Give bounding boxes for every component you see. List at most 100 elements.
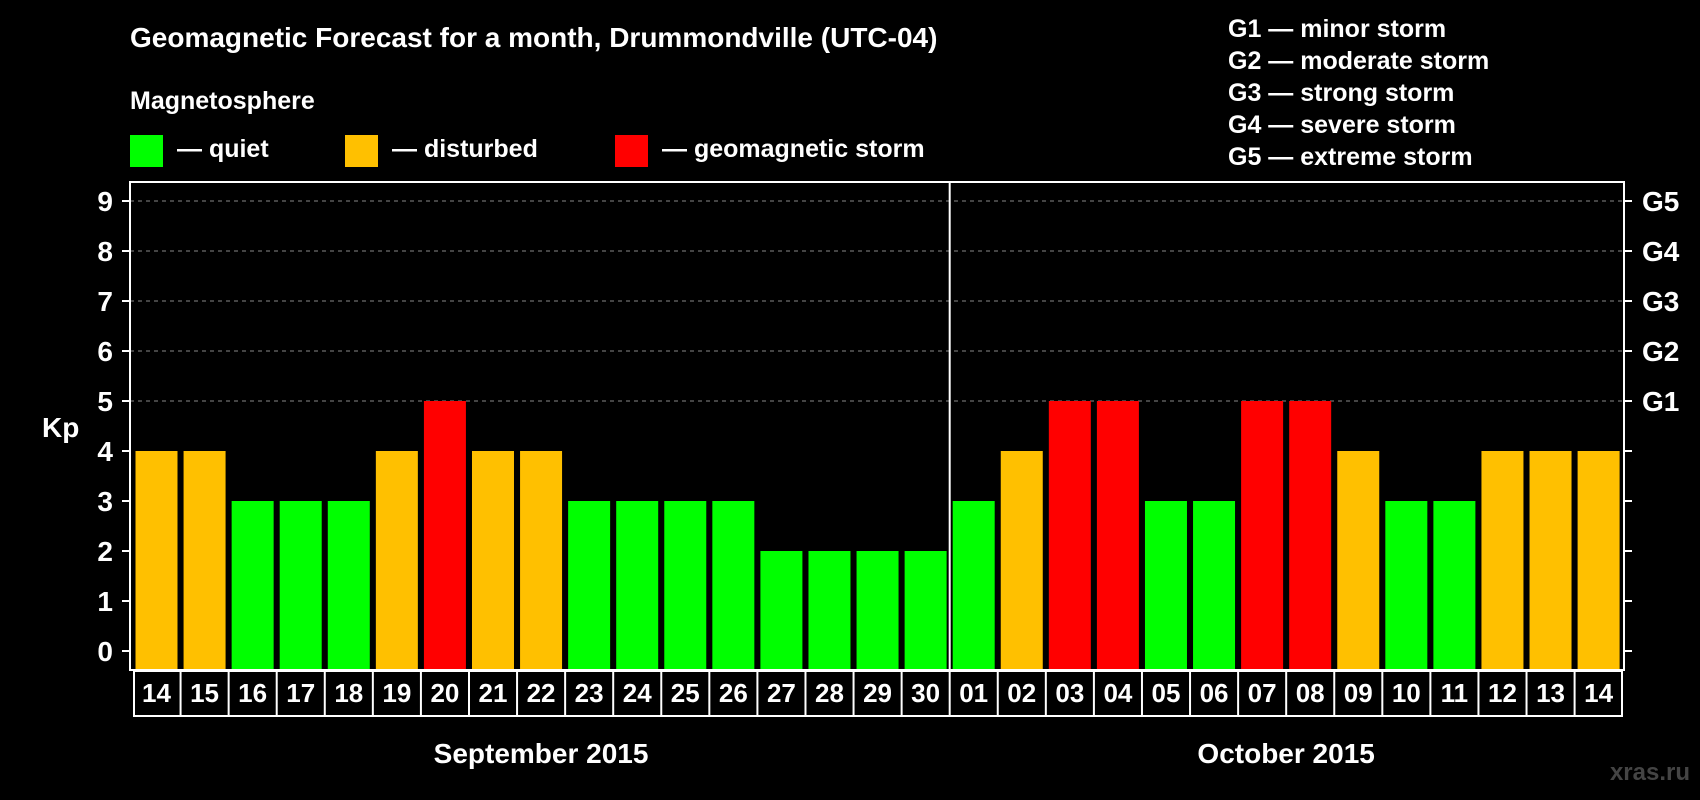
bar bbox=[1481, 451, 1524, 669]
storm-legend-item: G2 — moderate storm bbox=[1228, 47, 1489, 75]
x-tick-label: 22 bbox=[527, 678, 556, 708]
legend-label: — quiet bbox=[177, 135, 269, 163]
bar bbox=[1193, 501, 1236, 669]
x-tick-label: 26 bbox=[719, 678, 748, 708]
bars bbox=[135, 401, 1620, 669]
legend-label: — disturbed bbox=[392, 135, 538, 163]
x-tick-label: 04 bbox=[1103, 678, 1132, 708]
x-tick-label: 20 bbox=[430, 678, 459, 708]
bar bbox=[1000, 451, 1043, 669]
bar bbox=[760, 551, 803, 669]
bar bbox=[1144, 501, 1187, 669]
legend-label: — geomagnetic storm bbox=[662, 135, 925, 163]
x-tick-label: 29 bbox=[863, 678, 892, 708]
bar bbox=[327, 501, 370, 669]
x-tick-label: 25 bbox=[671, 678, 700, 708]
x-tick-label: 02 bbox=[1007, 678, 1036, 708]
bar bbox=[712, 501, 755, 669]
storm-level-label: G5 bbox=[1642, 186, 1679, 217]
y-tick-label: 0 bbox=[97, 636, 113, 667]
bar bbox=[423, 401, 466, 669]
storm-level-label: G2 bbox=[1642, 336, 1679, 367]
y-tick-label: 6 bbox=[97, 336, 113, 367]
chart-title: Geomagnetic Forecast for a month, Drummo… bbox=[130, 22, 937, 53]
legend-heading: Magnetosphere bbox=[130, 87, 315, 115]
x-axis-labels: 14 15 16 17 18 19 20 21 22 23 24 25 26 27 28 29 30 01 02 03… bbox=[133, 670, 1623, 769]
x-tick-label: 24 bbox=[623, 678, 652, 708]
bar bbox=[279, 501, 322, 669]
legend-swatch bbox=[345, 135, 378, 167]
storm-level-label: G3 bbox=[1642, 286, 1679, 317]
x-tick-label: 30 bbox=[911, 678, 940, 708]
legend: — quiet — disturbed — geomagnetic storm bbox=[130, 135, 925, 167]
storm-legend-item: G4 — severe storm bbox=[1228, 111, 1456, 139]
storm-legend-item: G5 — extreme storm bbox=[1228, 143, 1473, 171]
storm-legend-item: G1 — minor storm bbox=[1228, 15, 1446, 43]
bar bbox=[1577, 451, 1620, 669]
x-tick-label: 28 bbox=[815, 678, 844, 708]
bar bbox=[568, 501, 611, 669]
bar bbox=[1289, 401, 1332, 669]
y-axis-label: Kp bbox=[42, 412, 79, 443]
bar bbox=[952, 501, 995, 669]
x-tick-label: 03 bbox=[1055, 678, 1084, 708]
x-tick-label: 19 bbox=[382, 678, 411, 708]
x-tick-label: 12 bbox=[1488, 678, 1517, 708]
x-tick-label: 27 bbox=[767, 678, 796, 708]
x-tick-label: 05 bbox=[1152, 678, 1181, 708]
x-tick-label: 14 bbox=[142, 678, 171, 708]
month-label: October 2015 bbox=[1197, 738, 1374, 769]
bar bbox=[904, 551, 947, 669]
bar bbox=[471, 451, 514, 669]
x-tick-label: 11 bbox=[1441, 678, 1469, 708]
grid bbox=[130, 200, 1624, 402]
x-tick-label: 07 bbox=[1248, 678, 1277, 708]
y-tick-label: 3 bbox=[97, 486, 113, 517]
bar bbox=[1048, 401, 1091, 669]
x-tick-label: 13 bbox=[1536, 678, 1565, 708]
storm-level-label: G1 bbox=[1642, 386, 1679, 417]
bar bbox=[616, 501, 659, 669]
x-tick-label: 21 bbox=[479, 678, 508, 708]
bar bbox=[1241, 401, 1284, 669]
y-tick-label: 9 bbox=[97, 186, 113, 217]
month-label: September 2015 bbox=[434, 738, 649, 769]
x-tick-label: 09 bbox=[1344, 678, 1373, 708]
x-axis-box bbox=[133, 670, 1623, 717]
x-tick-label: 01 bbox=[959, 678, 988, 708]
x-tick-label: 23 bbox=[575, 678, 604, 708]
bar bbox=[1529, 451, 1572, 669]
bar bbox=[664, 501, 707, 669]
y-tick-label: 7 bbox=[97, 286, 113, 317]
x-tick-label: 16 bbox=[238, 678, 267, 708]
bar bbox=[808, 551, 851, 669]
storm-level-label: G4 bbox=[1642, 236, 1680, 267]
x-tick-label: 08 bbox=[1296, 678, 1325, 708]
bar bbox=[231, 501, 274, 669]
storm-legend: G1 — minor storm G2 — moderate storm G3 — … bbox=[1228, 15, 1489, 171]
bar bbox=[375, 451, 418, 669]
storm-legend-item: G3 — strong storm bbox=[1228, 79, 1454, 107]
bar bbox=[183, 451, 226, 669]
bar bbox=[1096, 401, 1139, 669]
bar bbox=[856, 551, 899, 669]
x-tick-label: 15 bbox=[190, 678, 219, 708]
x-tick-label: 17 bbox=[286, 678, 315, 708]
x-tick-label: 10 bbox=[1392, 678, 1421, 708]
y-tick-label: 8 bbox=[97, 236, 113, 267]
bar bbox=[520, 451, 563, 669]
bar bbox=[1337, 451, 1380, 669]
y-tick-label: 4 bbox=[97, 436, 113, 467]
y-tick-label: 1 bbox=[97, 586, 113, 617]
legend-swatch bbox=[615, 135, 648, 167]
y-tick-label: 2 bbox=[97, 536, 113, 567]
y-tick-label: 5 bbox=[97, 386, 113, 417]
bar bbox=[135, 451, 178, 669]
x-tick-label: 14 bbox=[1584, 678, 1613, 708]
watermark: xras.ru bbox=[1610, 759, 1690, 786]
x-tick-label: 18 bbox=[334, 678, 363, 708]
bar bbox=[1433, 501, 1476, 669]
legend-swatch bbox=[130, 135, 163, 167]
x-tick-label: 06 bbox=[1200, 678, 1229, 708]
